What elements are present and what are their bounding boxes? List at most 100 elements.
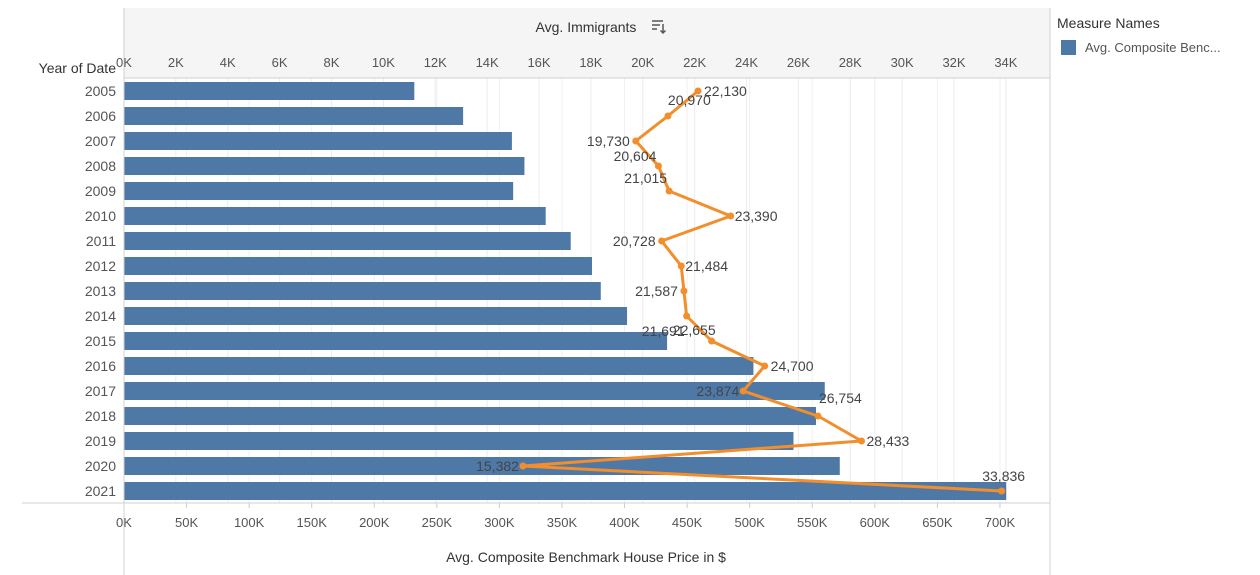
- line-series: [519, 87, 1006, 495]
- bar: [124, 157, 525, 175]
- line-point: [519, 462, 527, 470]
- bar: [124, 432, 794, 450]
- line-point: [677, 262, 685, 270]
- line-point: [727, 212, 735, 220]
- top-tick-label: 8K: [324, 55, 340, 70]
- category-label: 2006: [85, 108, 116, 124]
- category-label: 2009: [85, 183, 116, 199]
- bar: [124, 82, 415, 100]
- category-label: 2005: [85, 83, 116, 99]
- line-point: [665, 187, 673, 195]
- line-data-label: 15,382: [476, 458, 519, 474]
- line-point: [858, 437, 866, 445]
- legend-title: Measure Names: [1057, 15, 1160, 31]
- top-tick-label: 18K: [579, 55, 602, 70]
- category-label: 2007: [85, 133, 116, 149]
- line-data-label: 20,604: [614, 148, 657, 164]
- axes: 0K 2K 4K 6K 8K 10K 12K 14K 16K 18K 20K 22K 24K 26K 28K…: [22, 8, 1051, 575]
- line-data-label: 33,836: [982, 468, 1025, 484]
- top-axis-panel: [124, 8, 1050, 78]
- category-label: 2014: [85, 308, 116, 324]
- line-point: [654, 162, 662, 170]
- top-tick-label: 34K: [994, 55, 1017, 70]
- bar: [124, 482, 1007, 500]
- top-tick-label: 4K: [220, 55, 236, 70]
- top-tick-label: 22K: [683, 55, 706, 70]
- top-tick-label: 14K: [476, 55, 499, 70]
- sort-icon[interactable]: [652, 20, 667, 35]
- line-data-label: 20,970: [668, 92, 711, 108]
- category-label: 2013: [85, 283, 116, 299]
- top-tick-label: 24K: [735, 55, 758, 70]
- line-point: [658, 237, 666, 245]
- legend-label: Avg. Composite Benc...: [1085, 40, 1221, 55]
- bottom-tick-label: 550K: [797, 515, 828, 530]
- line-point: [998, 487, 1006, 495]
- line-data-label: 24,700: [771, 358, 814, 374]
- bar: [124, 357, 754, 375]
- bar: [124, 282, 601, 300]
- line-point: [761, 362, 769, 370]
- bar: [124, 332, 668, 350]
- bar: [124, 232, 571, 250]
- top-tick-label: 16K: [527, 55, 550, 70]
- line-data-label: 21,484: [685, 258, 728, 274]
- line-data-label: 28,433: [867, 433, 910, 449]
- top-tick-label: 2K: [168, 55, 184, 70]
- line-data-label: 26,754: [819, 390, 862, 406]
- line-point: [694, 87, 702, 95]
- bottom-tick-label: 600K: [860, 515, 891, 530]
- bottom-tick-label: 450K: [672, 515, 703, 530]
- bottom-tick-label: 350K: [547, 515, 578, 530]
- bar: [124, 257, 593, 275]
- category-label: 2020: [85, 458, 116, 474]
- line-data-label: 21,015: [624, 170, 667, 186]
- bar: [124, 132, 512, 150]
- category-label: 2012: [85, 258, 116, 274]
- line-point: [739, 387, 747, 395]
- category-label: 2019: [85, 433, 116, 449]
- bar: [124, 207, 546, 225]
- bottom-tick-label: 100K: [234, 515, 265, 530]
- bar-series: [124, 82, 1007, 500]
- line-data-label: 20,728: [613, 233, 656, 249]
- category-label: 2011: [86, 233, 116, 249]
- bottom-tick-label: 400K: [609, 515, 640, 530]
- legend: Measure Names Avg. Composite Benc...: [1057, 13, 1257, 55]
- top-tick-label: 30K: [891, 55, 914, 70]
- line-data-label: 23,874: [696, 383, 739, 399]
- bottom-tick-label: 150K: [297, 515, 328, 530]
- category-label: 2017: [85, 383, 116, 399]
- bar: [124, 457, 840, 475]
- line-point: [683, 312, 691, 320]
- bottom-tick-label: 700K: [985, 515, 1016, 530]
- line-point: [708, 337, 716, 345]
- top-tick-label: 12K: [424, 55, 447, 70]
- line-data-label: 19,730: [587, 133, 630, 149]
- top-tick-label: 6K: [272, 55, 288, 70]
- bottom-tick-label: 300K: [484, 515, 515, 530]
- bar: [124, 182, 514, 200]
- line-data-label: 22,130: [704, 83, 747, 99]
- bottom-tick-label: 250K: [422, 515, 453, 530]
- category-label: 2018: [85, 408, 116, 424]
- line-data-label: 22,655: [673, 322, 716, 338]
- legend-item[interactable]: Avg. Composite Benc...: [1057, 40, 1257, 55]
- line-point: [664, 112, 672, 120]
- bottom-tick-label: 650K: [922, 515, 953, 530]
- category-label: 2010: [85, 208, 116, 224]
- category-label: 2016: [85, 358, 116, 374]
- row-axis-title[interactable]: Year of Date: [39, 60, 117, 76]
- bottom-axis-title[interactable]: Avg. Composite Benchmark House Price in …: [446, 549, 726, 565]
- top-tick-label: 28K: [839, 55, 862, 70]
- top-axis-title[interactable]: Avg. Immigrants: [536, 19, 637, 35]
- category-label: 2021: [85, 483, 116, 499]
- bottom-tick-label: 50K: [175, 515, 198, 530]
- line-point: [814, 412, 822, 420]
- line-point: [680, 287, 688, 295]
- top-tick-label: 32K: [942, 55, 965, 70]
- bottom-tick-label: 200K: [359, 515, 390, 530]
- top-tick-label: 20K: [631, 55, 654, 70]
